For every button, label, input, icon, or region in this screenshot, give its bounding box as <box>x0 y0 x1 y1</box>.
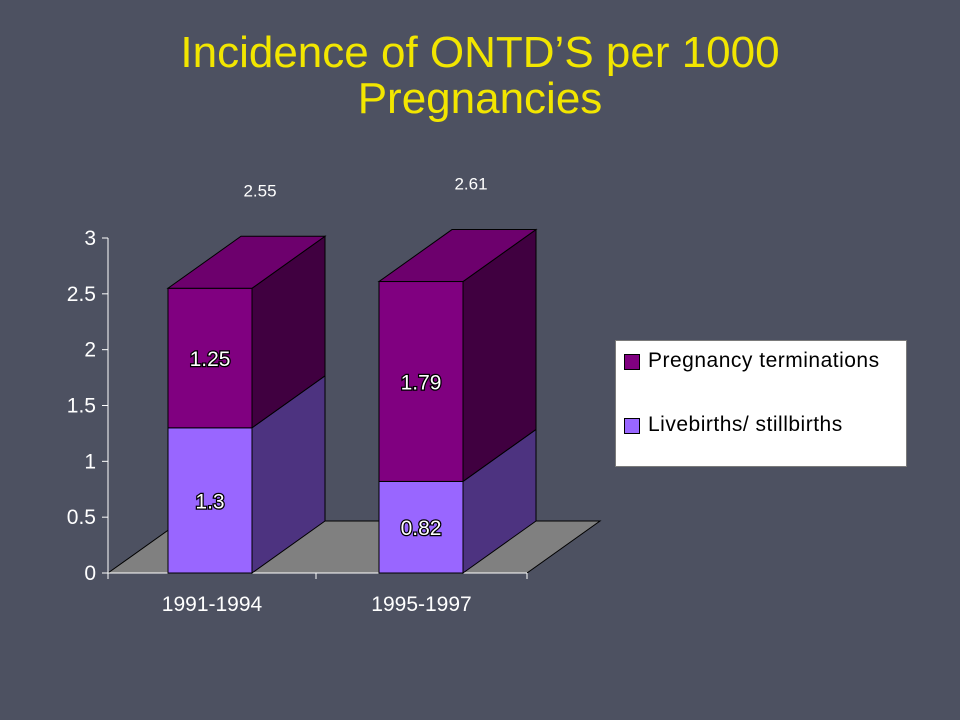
title-line-1: Incidence of ONTD’S per 1000 <box>180 28 780 77</box>
data-label-pregnancy-terminations-1995-1997: 1.79 <box>401 371 442 394</box>
data-label-livebirths-stillbirths-1991-1994: 1.3 <box>195 490 224 513</box>
legend-swatch-pregnancy-terminations <box>624 354 640 370</box>
y-tick-label: 3 <box>84 227 96 250</box>
bar-top-1995-1997 <box>377 229 538 283</box>
bar-pregnancy-terminations-1991-1994 <box>167 287 253 429</box>
y-tick-label: 0.5 <box>67 506 96 529</box>
title-line-2: Pregnancies <box>357 74 603 123</box>
y-tick-label: 1 <box>84 450 96 473</box>
chart-legend: Pregnancy terminations Livebirths/ still… <box>615 340 907 467</box>
y-tick-label: 2.5 <box>67 283 96 306</box>
legend-item-pregnancy-terminations: Pregnancy terminations <box>624 349 903 373</box>
y-tick-label: 0 <box>84 562 96 585</box>
bar-livebirths-stillbirths-1995-1997 <box>378 480 464 574</box>
legend-label-pregnancy-terminations: Pregnancy terminations <box>648 349 880 372</box>
bar-pregnancy-terminations-1995-1997 <box>378 281 464 482</box>
y-tick-label: 1.5 <box>67 395 96 418</box>
total-label-1995-1997: 2.61 <box>454 175 487 194</box>
y-tick-label: 2 <box>84 339 96 362</box>
bar-livebirths-stillbirths-1991-1994 <box>167 427 253 574</box>
legend-label-livebirths-stillbirths: Livebirths/ stillbirths <box>648 413 843 436</box>
legend-swatch-livebirths-stillbirths <box>624 418 640 434</box>
total-label-1991-1994: 2.55 <box>243 181 276 200</box>
legend-item-livebirths-stillbirths: Livebirths/ stillbirths <box>624 413 903 437</box>
x-tick-label-1995-1997: 1995-1997 <box>371 593 471 616</box>
page-title: Incidence of ONTD’S per 1000 Pregnancies <box>0 30 960 122</box>
bar-top-1991-1994 <box>166 235 327 289</box>
data-label-pregnancy-terminations-1991-1994: 1.25 <box>190 348 231 371</box>
data-label-livebirths-stillbirths-1995-1997: 0.82 <box>401 517 442 540</box>
x-tick-label-1991-1994: 1991-1994 <box>162 593 263 616</box>
